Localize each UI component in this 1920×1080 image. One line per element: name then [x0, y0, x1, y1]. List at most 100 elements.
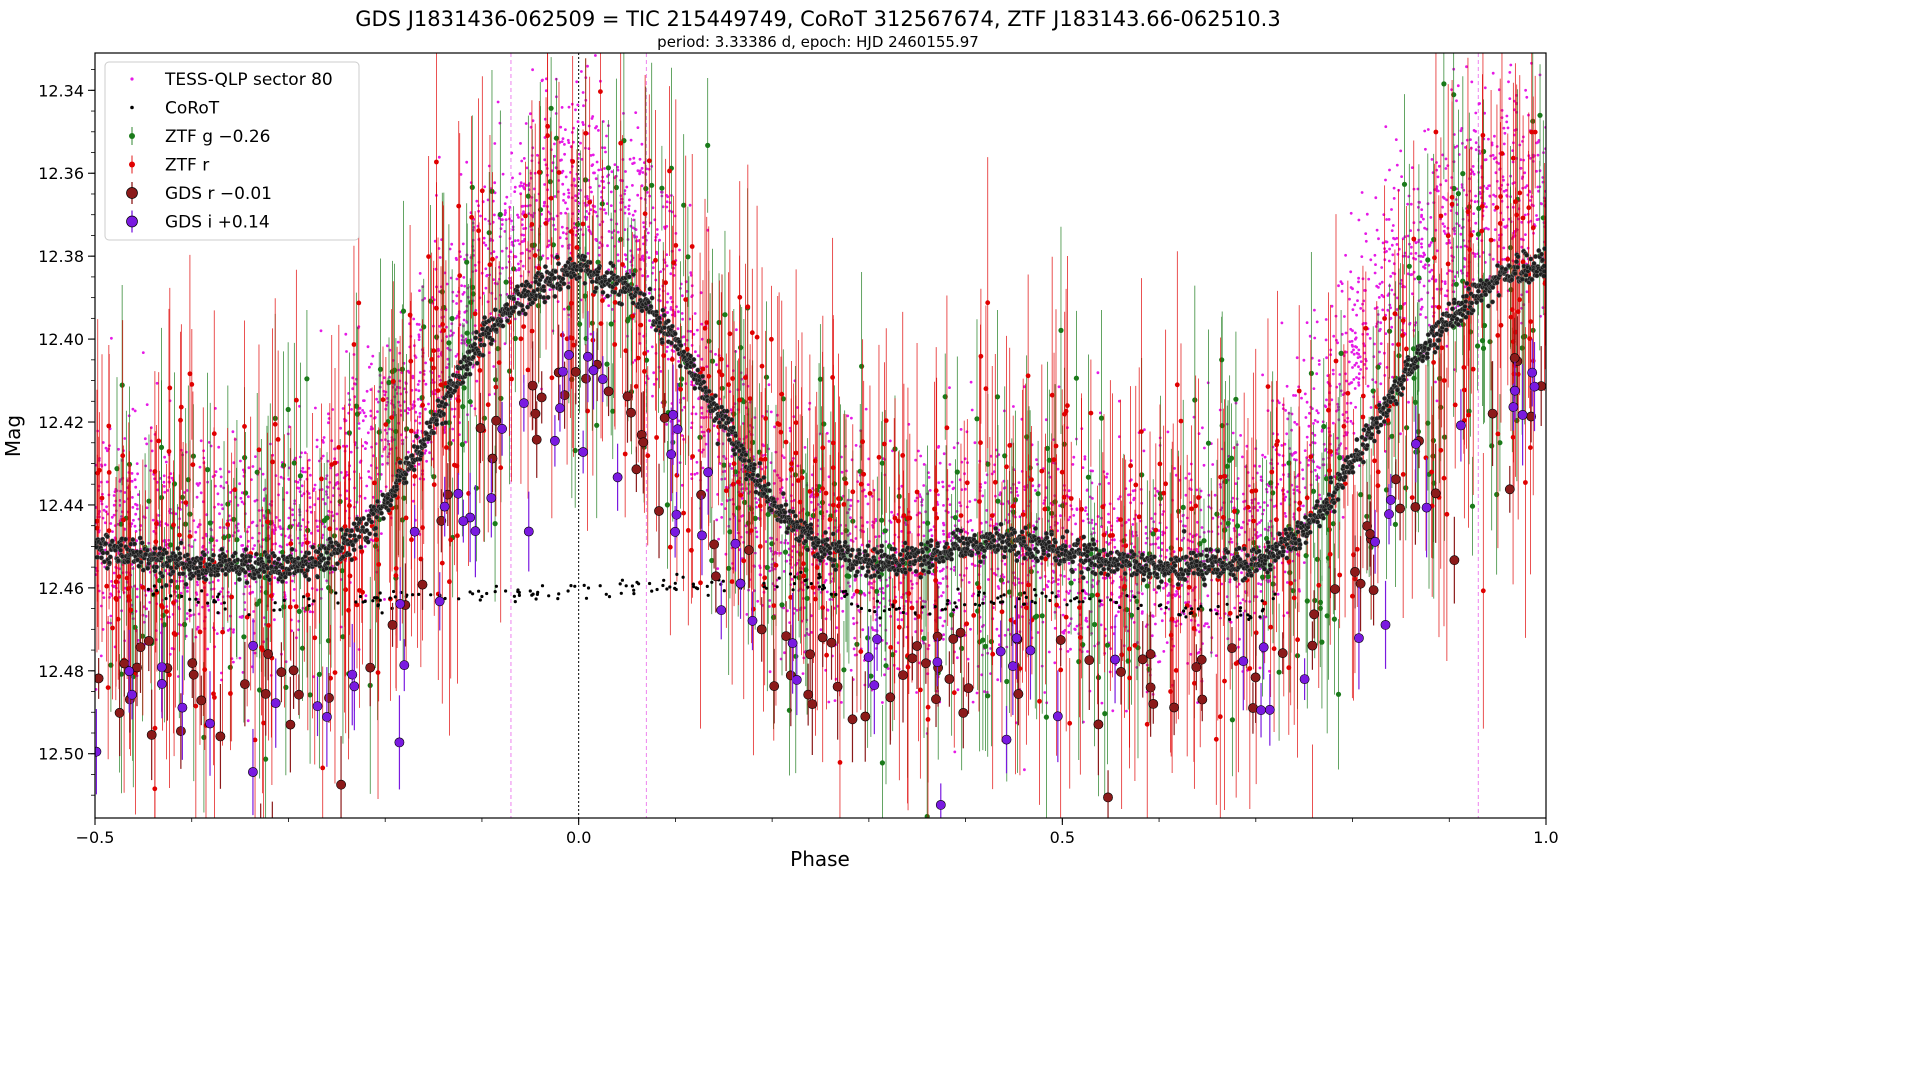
tess-point [101, 441, 105, 444]
tess-point [874, 629, 877, 632]
tess-point [973, 441, 977, 445]
tess-point [1505, 114, 1509, 118]
tess-point [522, 227, 526, 231]
tess-point [406, 450, 410, 454]
tess-point [592, 171, 595, 175]
tess-point [496, 100, 500, 104]
tess-point [1399, 149, 1403, 153]
tess-point [459, 299, 463, 303]
tess-point [109, 522, 113, 525]
tess-point [609, 204, 613, 208]
tess-point [1305, 400, 1309, 404]
tess-point [840, 701, 843, 704]
tess-point [300, 544, 304, 547]
tess-point [1392, 236, 1395, 240]
tess-point [1427, 279, 1431, 283]
tess-point [1293, 420, 1297, 424]
tess-point [1002, 575, 1006, 579]
tess-point [677, 419, 681, 423]
tess-point [511, 228, 515, 232]
tess-point [309, 473, 312, 477]
tess-point [448, 247, 452, 251]
tess-point [911, 582, 914, 586]
tess-point [388, 375, 391, 379]
tess-point [1508, 71, 1512, 74]
tess-point [292, 588, 296, 591]
tess-point [1084, 619, 1088, 622]
tess-point [186, 590, 189, 593]
tess-point [730, 455, 734, 458]
tess-point [827, 700, 831, 704]
tess-point [940, 594, 943, 598]
tess-point [450, 242, 454, 246]
tess-point [508, 205, 512, 209]
tess-point [775, 551, 779, 555]
tess-point [1443, 212, 1447, 216]
tess-point [1374, 325, 1378, 328]
tess-point [589, 208, 593, 212]
tess-point [1018, 515, 1022, 519]
tess-point [1390, 325, 1394, 329]
tess-point [597, 168, 601, 172]
tess-point [597, 129, 600, 132]
tess-point [1107, 482, 1111, 485]
tess-point [162, 480, 166, 484]
tess-point [927, 476, 931, 479]
tess-point [594, 54, 597, 57]
tess-point [1463, 257, 1466, 260]
tess-point [335, 473, 338, 477]
tess-point [417, 335, 421, 339]
tess-point [293, 499, 297, 503]
tess-point [1525, 184, 1529, 188]
tess-point [1290, 428, 1293, 432]
tess-point [253, 499, 257, 503]
tess-point [365, 484, 369, 488]
tess-point [1345, 420, 1349, 424]
tess-point [1261, 453, 1264, 457]
tess-point [1280, 321, 1284, 325]
tess-point [631, 226, 635, 230]
tess-point [1441, 153, 1445, 157]
tess-point [131, 496, 134, 499]
chart-subtitle: period: 3.33386 d, epoch: HJD 2460155.97 [657, 33, 979, 51]
tess-point [1331, 421, 1335, 425]
tess-point [501, 266, 504, 270]
tess-point [948, 386, 951, 389]
tess-point [412, 483, 416, 487]
tess-point [864, 407, 868, 411]
tess-point [756, 599, 760, 603]
tess-point [1201, 426, 1204, 430]
tess-point [790, 577, 794, 581]
tess-point [261, 472, 265, 476]
tess-point [285, 581, 288, 584]
tess-point [1420, 245, 1424, 249]
tess-point [868, 540, 871, 543]
tess-point [922, 534, 926, 538]
tess-point [1355, 345, 1358, 349]
tess-point [1317, 476, 1321, 479]
tess-point [1175, 590, 1178, 593]
tess-point [364, 509, 368, 513]
tess-point [543, 158, 547, 162]
tess-point [475, 199, 479, 203]
tess-point [521, 184, 525, 188]
tess-point [1325, 356, 1328, 360]
tess-point [1407, 400, 1410, 404]
tess-point [1067, 630, 1071, 634]
tess-point [206, 604, 210, 608]
tess-point [603, 167, 606, 170]
tess-point [663, 227, 667, 230]
tess-point [1524, 233, 1527, 237]
tess-point [220, 602, 223, 605]
tess-point [354, 382, 358, 386]
tess-point [133, 478, 137, 482]
tess-point [418, 421, 422, 425]
tess-point [143, 620, 146, 624]
tess-point [1478, 192, 1482, 196]
tess-point [953, 750, 957, 754]
tess-point [1261, 373, 1264, 377]
tess-point [1128, 568, 1132, 571]
tess-point [108, 596, 111, 599]
tess-point [384, 438, 387, 441]
tess-point [1065, 590, 1068, 593]
